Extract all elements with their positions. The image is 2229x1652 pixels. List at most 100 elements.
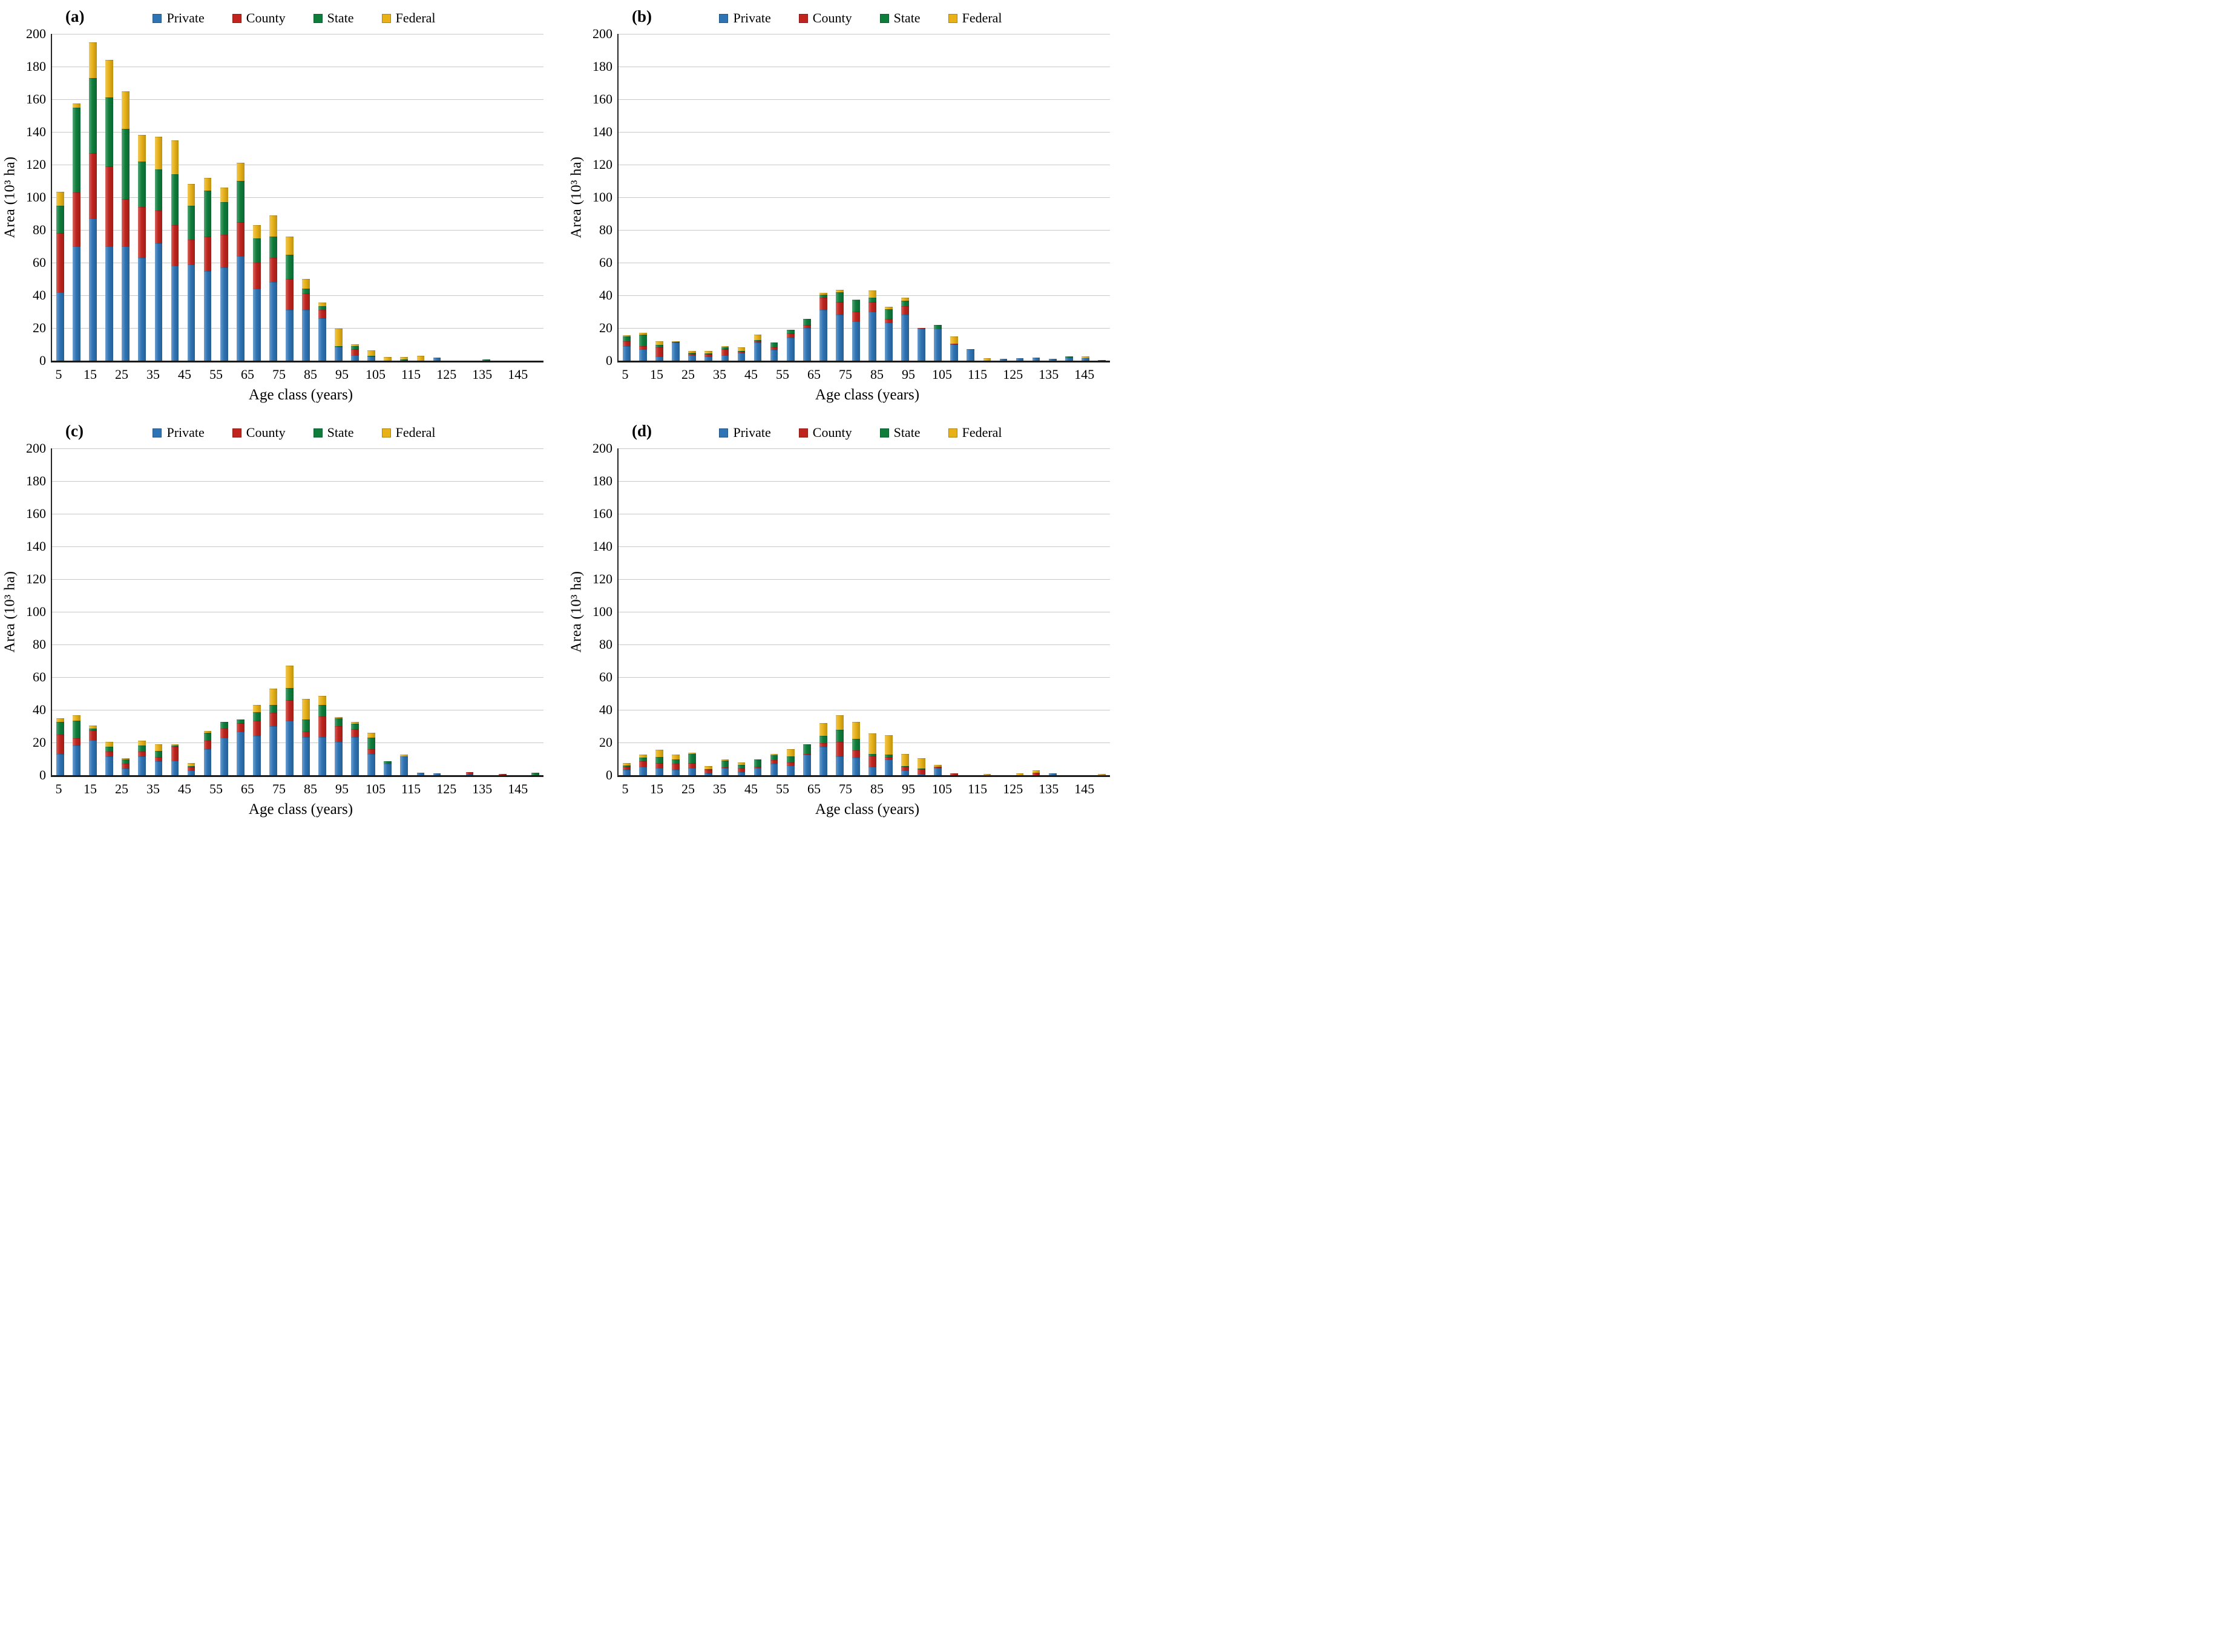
y-tick-label: 180 [593,59,612,74]
x-tick-label: 5 [55,781,62,796]
y-tick-label: 160 [593,91,612,107]
bar-segment-federal [56,718,64,723]
bar-stack-age-40 [171,744,179,775]
panel-header: (b) Private County State Federal [568,2,1117,34]
bar-slot-age-40 [166,34,183,361]
bar-slot-age-130 [462,448,478,775]
bar-slot-age-35 [717,448,733,775]
x-tick-label [130,362,145,385]
panel-header: (a) Private County State Federal [1,2,551,34]
bar-segment-private [433,357,441,361]
bar-segment-state [56,722,64,735]
x-tick-label [696,777,712,800]
bar-segment-private [269,726,277,775]
bar-stack-age-15 [655,750,664,775]
x-tick-label [727,777,743,800]
bar-segment-state [269,236,277,258]
y-tick-label: 180 [26,59,46,74]
bar-stack-age-5 [623,762,631,775]
bar-slot-age-45 [750,448,766,775]
bar-stack-age-80 [868,733,876,775]
plot-column: 5 15 25 35 45 55 65 75 85 95 105 115 125 135 145 [51,34,551,385]
bar-slot-age-70 [265,34,281,361]
bar-slot-age-110 [962,34,979,361]
bar-segment-county [868,756,876,767]
bar-slot-age-145 [511,448,527,775]
x-tick-label: 25 [681,367,695,382]
x-tick-label: 15 [84,367,97,382]
legend-item-federal: Federal [381,425,436,441]
bar-slot-age-150 [1094,34,1110,361]
bar-segment-federal [335,717,343,718]
bar-segment-state [236,181,245,222]
bar-stack-age-75 [286,666,294,775]
bar-slot-age-5 [52,448,68,775]
bar-segment-private [236,256,245,361]
bar-segment-private [89,739,97,775]
bar-stack-age-5 [56,191,64,361]
bar-segment-county [753,341,762,343]
bar-segment-federal [704,765,713,769]
panel-label: (b) [632,7,652,25]
x-tick-label: 45 [178,367,191,382]
bar-segment-private [885,759,893,775]
bar-segment-federal [105,60,114,98]
x-tick-label [224,777,240,800]
y-tick-label: 120 [26,571,46,586]
bar-stack-age-40 [737,762,746,775]
bar-segment-private [918,329,926,361]
bar-segment-state [868,753,876,756]
gridline [619,546,1110,547]
bar-segment-federal [721,759,729,761]
bar-segment-county [89,153,97,219]
y-tick-label: 120 [593,157,612,172]
bar-stack-age-145 [1081,356,1089,361]
bar-segment-private [171,266,179,361]
bar-stack-age-30 [138,135,146,361]
y-axis-title: Area (10³ ha) [568,448,586,775]
x-axis-ticks: 5 15 25 35 45 55 65 75 85 95 105 115 125 135 145 [51,777,543,800]
bar-slot-age-65 [815,448,832,775]
bar-stack-age-65 [819,723,827,775]
bar-stack-age-120 [433,357,441,361]
bar-stack-age-70 [269,215,277,361]
gridline [52,448,543,449]
bar-segment-private [786,765,795,775]
bar-slot-age-65 [815,34,832,361]
x-tick-label: 135 [472,367,493,382]
bar-stack-age-20 [672,341,680,361]
bar-stack-age-80 [302,279,310,361]
x-tick-label: 5 [622,781,629,796]
bar-slot-age-150 [527,34,543,361]
bar-stack-age-20 [672,755,680,775]
bar-segment-private [154,761,163,775]
bar-slot-age-40 [733,34,749,361]
bar-stack-age-60 [236,163,245,361]
panel-header: (c) Private County State Federal [1,417,551,448]
bar-segment-private [122,769,130,775]
bar-segment-federal [56,191,64,206]
bar-segment-private [318,318,326,361]
bar-slot-age-125 [445,448,462,775]
bar-segment-federal [737,762,746,765]
bar-segment-county [918,769,926,775]
bar-segment-private [56,292,64,361]
x-tick-label [885,362,901,385]
bar-segment-county [704,354,713,357]
bar-stack-age-130 [1032,357,1040,361]
bar-segment-federal [384,356,392,361]
y-tick-label: 140 [593,124,612,139]
bar-segment-private [852,757,860,775]
gridline [619,230,1110,231]
x-tick-label: 35 [146,367,160,382]
x-tick-label [350,777,366,800]
legend-swatch-state-icon [879,13,889,23]
x-axis-ticks: 5 15 25 35 45 55 65 75 85 95 105 115 125 135 145 [51,362,543,385]
bar-segment-state [770,343,778,348]
x-tick-label: 105 [932,781,952,796]
gridline [52,295,543,296]
bar-segment-private [1065,357,1073,361]
bar-segment-state [220,202,228,235]
y-axis-title: Area (10³ ha) [568,34,586,361]
bar-stack-age-70 [835,715,844,775]
